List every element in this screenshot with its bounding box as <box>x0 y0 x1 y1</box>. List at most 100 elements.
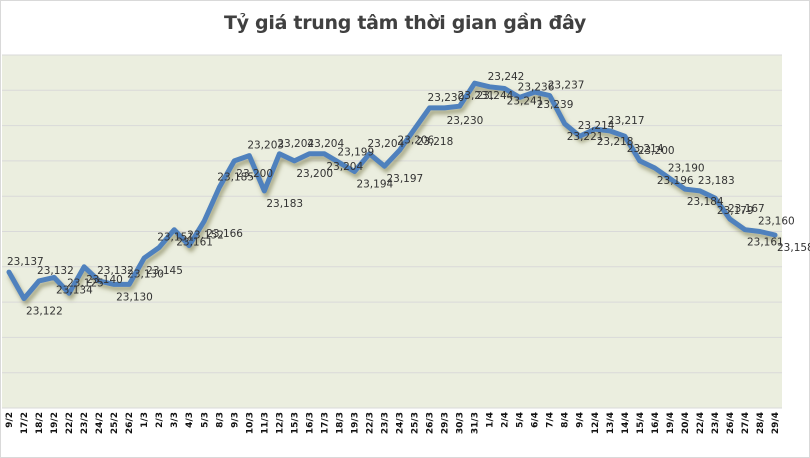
x-axis-tick-label: 2/3 <box>155 412 165 428</box>
x-axis-tick-label: 22/4 <box>696 412 706 434</box>
x-axis-tick-label: 31/3 <box>471 412 481 434</box>
data-label: 23,242 <box>488 71 525 83</box>
x-axis-tick-label: 23/4 <box>711 412 721 434</box>
data-label: 23,160 <box>758 216 795 228</box>
x-axis-tick-label: 15/3 <box>290 412 300 434</box>
x-axis-tick-label: 16/4 <box>651 412 661 434</box>
data-label: 23,218 <box>597 136 634 148</box>
data-label: 23,161 <box>176 237 213 249</box>
data-label: 23,230 <box>447 115 484 127</box>
x-axis-tick-label: 1/3 <box>140 412 150 428</box>
x-axis-tick-label: 22/2 <box>65 412 75 434</box>
x-axis-tick-label: 3/3 <box>170 412 180 428</box>
x-axis-tick-label: 30/3 <box>456 412 466 434</box>
data-label: 23,200 <box>638 145 675 157</box>
x-axis-tick-label: 29/3 <box>441 412 451 434</box>
x-axis-tick-label: 6/4 <box>531 412 541 428</box>
series-line <box>6 80 778 302</box>
data-label: 23,218 <box>417 136 454 148</box>
x-axis-tick-label: 25/3 <box>411 412 421 434</box>
data-label: 23,203 <box>247 140 284 152</box>
data-label: 23,194 <box>356 178 393 190</box>
x-axis-tick-label: 8/3 <box>215 412 225 428</box>
x-axis-tick-label: 26/2 <box>125 412 135 434</box>
chart-title: Tỷ giá trung tâm thời gian gần đây <box>224 12 586 34</box>
data-label: 23,140 <box>86 274 123 286</box>
x-axis-tick-label: 8/4 <box>561 412 571 428</box>
data-label: 23,183 <box>266 198 303 210</box>
data-label: 23,221 <box>567 131 604 143</box>
data-label: 23,179 <box>717 205 754 217</box>
data-label: 23,122 <box>26 306 63 318</box>
data-label: 23,204 <box>307 138 344 150</box>
data-label: 23,200 <box>296 168 333 180</box>
x-axis-tick-label: 12/4 <box>591 412 601 434</box>
x-axis-tick-label: 24/3 <box>396 412 406 434</box>
data-label: 23,183 <box>698 175 735 187</box>
x-axis-tick-label: 19/3 <box>350 412 360 434</box>
data-label: 23,190 <box>668 163 705 175</box>
data-label: 23,199 <box>337 147 374 159</box>
x-axis-tick-label: 23/3 <box>380 412 390 434</box>
x-axis-tick-label: 7/4 <box>546 412 556 428</box>
data-label: 23,132 <box>97 265 134 277</box>
x-axis-tick-label: 12/3 <box>275 412 285 434</box>
x-axis-tick-label: 19/4 <box>666 412 676 434</box>
x-axis-tick-label: 2/4 <box>501 412 511 428</box>
x-axis-tick-label: 11/3 <box>260 412 270 434</box>
data-label: 23,158 <box>777 242 810 254</box>
x-axis-tick-label: 14/4 <box>621 412 631 434</box>
data-label: 23,244 <box>477 90 514 102</box>
data-label: 23,152 <box>187 230 224 242</box>
x-axis-labels: 9/2 17/2 18/2 19/2 22/2 23/2 24/2 25/2 26/2 1/3 2/… <box>5 412 781 434</box>
data-label: 23,236 <box>518 81 555 93</box>
x-axis-tick-label: 19/2 <box>50 412 60 434</box>
x-axis-tick-label: 22/3 <box>365 412 375 434</box>
data-label: 23,130 <box>116 291 153 303</box>
x-axis-tick-label: 5/3 <box>200 412 210 428</box>
x-axis-tick-label: 9/3 <box>230 412 240 428</box>
data-label: 23,204 <box>277 138 314 150</box>
x-axis-tick-label: 24/2 <box>95 412 105 434</box>
data-label: 23,241 <box>507 96 544 108</box>
x-axis-tick-label: 20/4 <box>681 412 691 434</box>
x-axis-tick-label: 18/2 <box>35 412 45 434</box>
data-label: 23,214 <box>578 120 615 132</box>
x-axis-tick-label: 26/3 <box>426 412 436 434</box>
x-axis-tick-label: 27/4 <box>741 412 751 434</box>
data-label: 23,151 <box>157 231 194 243</box>
x-axis-tick-label: 13/4 <box>606 412 616 434</box>
data-label: 23,167 <box>728 203 765 215</box>
data-label: 23,204 <box>326 161 363 173</box>
data-label: 23,204 <box>367 138 404 150</box>
x-axis-tick-label: 1/4 <box>486 412 496 428</box>
x-axis-tick-label: 26/4 <box>726 412 736 434</box>
data-label: 23,217 <box>608 115 645 127</box>
x-axis-tick-label: 29/4 <box>771 412 781 434</box>
x-axis-tick-label: 16/3 <box>305 412 315 434</box>
x-axis-tick-label: 9/2 <box>5 412 15 428</box>
data-label: 23,239 <box>537 99 574 111</box>
x-axis-tick-label: 4/3 <box>185 412 195 428</box>
data-label: 23,237 <box>548 80 585 92</box>
data-label: 23,197 <box>386 173 423 185</box>
data-label: 23,166 <box>206 228 243 240</box>
data-label: 23,206 <box>398 134 435 146</box>
x-axis-tick-label: 17/3 <box>320 412 330 434</box>
data-label: 23,130 <box>127 268 164 280</box>
x-axis-tick-label: 15/4 <box>636 412 646 434</box>
x-axis-tick-label: 28/4 <box>756 412 766 434</box>
data-label: 23,132 <box>37 265 74 277</box>
data-label: 23,161 <box>747 237 784 249</box>
data-label: 23,125 <box>67 277 104 289</box>
data-label: 23,231 <box>458 90 495 102</box>
x-axis-tick-label: 9/4 <box>576 412 586 428</box>
data-label: 23,200 <box>236 168 273 180</box>
data-label: 23,196 <box>657 175 694 187</box>
x-axis-tick-label: 18/3 <box>335 412 345 434</box>
data-labels: 23,13723,12223,13223,13423,12523,14023,1… <box>7 71 810 318</box>
data-label: 23,134 <box>56 284 93 296</box>
x-axis-tick-label: 5/4 <box>516 412 526 428</box>
x-axis-tick-label: 17/2 <box>20 412 30 434</box>
